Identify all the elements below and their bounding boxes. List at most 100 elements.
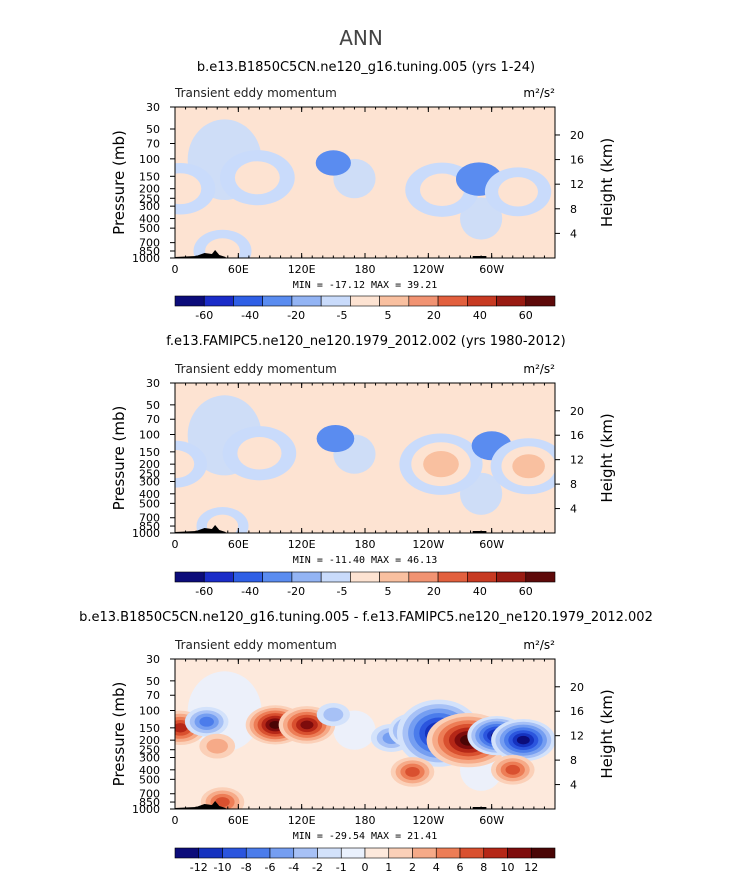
y-tick-label: 700 bbox=[139, 512, 160, 525]
colorbar-label: -5 bbox=[337, 309, 348, 322]
contour-blob bbox=[237, 436, 282, 470]
contour-blob bbox=[269, 720, 282, 729]
colorbar-label: -4 bbox=[288, 861, 299, 872]
colorbar-swatch bbox=[496, 295, 527, 307]
topography bbox=[175, 801, 226, 809]
contour-field bbox=[175, 383, 555, 533]
height-tick-label: 4 bbox=[570, 779, 577, 792]
colorbar-swatch bbox=[291, 571, 322, 583]
colorbar-swatch bbox=[262, 571, 293, 583]
topography bbox=[472, 531, 487, 533]
contour-blob bbox=[512, 454, 545, 479]
height-tick-label: 16 bbox=[570, 705, 584, 718]
height-tick-label: 16 bbox=[570, 154, 584, 167]
colorbar-swatch bbox=[379, 295, 410, 307]
y-tick-label: 50 bbox=[146, 399, 160, 412]
y-tick-label: 30 bbox=[146, 101, 160, 114]
contour-blob bbox=[498, 177, 538, 207]
colorbar-swatch bbox=[525, 571, 556, 583]
y-tick-label: 200 bbox=[139, 458, 160, 471]
colorbar-label: 60 bbox=[519, 309, 533, 322]
x-tick-label: 120W bbox=[412, 538, 444, 551]
colorbar-swatch bbox=[525, 295, 556, 307]
colorbar-label: 8 bbox=[480, 861, 487, 872]
y-tick-label: 1000 bbox=[132, 252, 160, 265]
height-tick-label: 20 bbox=[570, 681, 584, 694]
colorbar-label: -60 bbox=[195, 585, 213, 598]
colorbar-swatch bbox=[317, 847, 342, 859]
colorbar-swatch bbox=[437, 295, 468, 307]
x-tick-label: 60E bbox=[228, 538, 249, 551]
colorbar-label: -20 bbox=[287, 585, 305, 598]
y-tick-label: 150 bbox=[139, 722, 160, 735]
colorbar-swatch bbox=[507, 847, 532, 859]
figure-title: ANN bbox=[339, 26, 383, 50]
height-axis-title: Height (km) bbox=[598, 689, 616, 778]
x-tick-label: 180 bbox=[355, 538, 376, 551]
x-tick-label: 0 bbox=[172, 263, 179, 276]
colorbar-swatch bbox=[437, 571, 468, 583]
panel-model: b.e13.B1850C5CN.ne120_g16.tuning.005 (yr… bbox=[110, 60, 616, 322]
colorbar-label: 0 bbox=[362, 861, 369, 872]
colorbar-swatch bbox=[233, 295, 263, 307]
contour-blob bbox=[206, 514, 239, 533]
colorbar-label: -12 bbox=[190, 861, 208, 872]
colorbar-swatch bbox=[379, 571, 410, 583]
x-tick-label: 120E bbox=[288, 814, 316, 827]
colorbar-label: -10 bbox=[214, 861, 232, 872]
panel-title: b.e13.B1850C5CN.ne120_g16.tuning.005 - f… bbox=[79, 610, 653, 625]
units-label: m²/s² bbox=[523, 362, 555, 376]
y-tick-label: 100 bbox=[139, 153, 160, 166]
colorbar-swatch bbox=[408, 295, 439, 307]
colorbar-label: 6 bbox=[457, 861, 464, 872]
colorbar-swatch bbox=[320, 571, 351, 583]
colorbar-label: -6 bbox=[265, 861, 276, 872]
colorbar-label: -2 bbox=[312, 861, 323, 872]
contour-blob bbox=[315, 150, 351, 176]
height-tick-label: 12 bbox=[570, 178, 584, 191]
y-tick-label: 300 bbox=[139, 751, 160, 764]
colorbar-label: -8 bbox=[241, 861, 252, 872]
y-tick-label: 250 bbox=[139, 468, 160, 481]
colorbar-swatch bbox=[203, 571, 234, 583]
colorbar-label: -40 bbox=[241, 585, 259, 598]
colorbar-swatch bbox=[291, 295, 322, 307]
y-tick-label: 200 bbox=[139, 183, 160, 196]
y-axis-title: Pressure (mb) bbox=[110, 406, 128, 511]
y-tick-label: 30 bbox=[146, 653, 160, 666]
contour-blob bbox=[175, 723, 188, 733]
colorbar-swatch bbox=[174, 847, 200, 859]
height-tick-label: 4 bbox=[570, 227, 577, 240]
colorbar-swatch bbox=[364, 847, 390, 859]
y-tick-label: 150 bbox=[139, 446, 160, 459]
contour-blob bbox=[175, 173, 202, 205]
height-tick-label: 20 bbox=[570, 405, 584, 418]
y-tick-label: 400 bbox=[139, 213, 160, 226]
height-tick-label: 8 bbox=[570, 478, 577, 491]
contour-blob bbox=[215, 797, 230, 807]
x-tick-label: 120E bbox=[288, 538, 316, 551]
y-tick-label: 300 bbox=[139, 200, 160, 213]
colorbar-swatch bbox=[340, 847, 366, 859]
contour-blob bbox=[175, 450, 195, 479]
y-tick-label: 500 bbox=[139, 497, 160, 510]
contour-blob bbox=[316, 424, 355, 453]
panel-difference: b.e13.B1850C5CN.ne120_g16.tuning.005 - f… bbox=[79, 610, 653, 872]
colorbar-swatch bbox=[483, 847, 508, 859]
y-tick-label: 100 bbox=[139, 705, 160, 718]
colorbar-swatch bbox=[467, 571, 497, 583]
colorbar-label: -20 bbox=[287, 309, 305, 322]
panel-observations: f.e13.FAMIPC5.ne120_ne120.1979_2012.002 … bbox=[110, 334, 616, 598]
y-tick-label: 50 bbox=[146, 123, 160, 136]
colorbar-label: 40 bbox=[473, 585, 487, 598]
contour-field bbox=[175, 107, 555, 258]
panel-subtitle: Transient eddy momentum bbox=[174, 638, 337, 652]
colorbar-swatch bbox=[222, 847, 247, 859]
colorbar-label: 20 bbox=[427, 585, 441, 598]
weak-negative-region bbox=[460, 197, 503, 240]
colorbar-swatch bbox=[388, 847, 413, 859]
colorbar-swatch bbox=[530, 847, 556, 859]
y-tick-label: 70 bbox=[146, 689, 160, 702]
colorbar-swatch bbox=[293, 847, 318, 859]
colorbar-label: 40 bbox=[473, 309, 487, 322]
